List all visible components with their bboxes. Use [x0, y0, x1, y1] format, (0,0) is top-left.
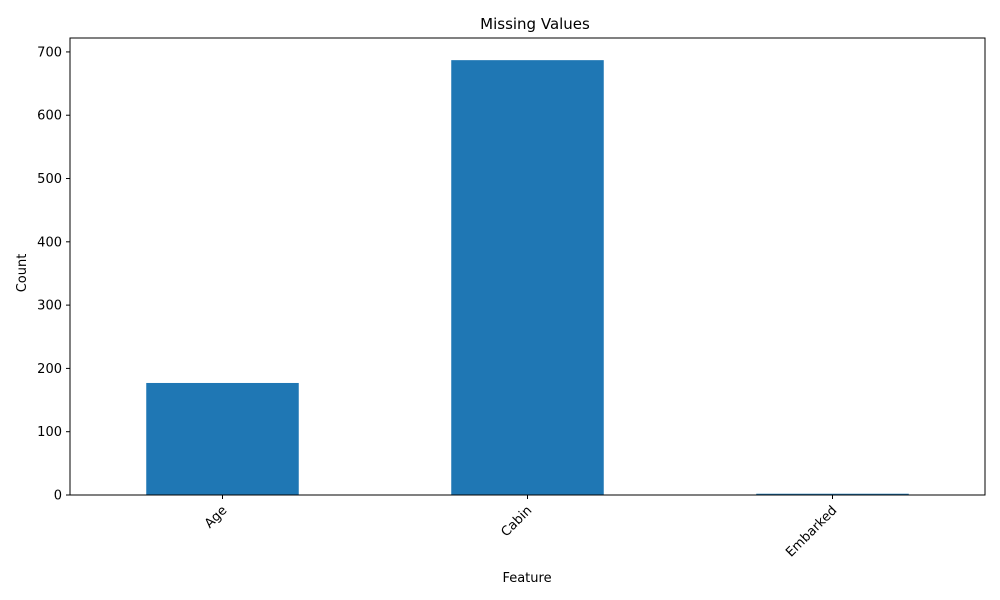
bars-group [146, 60, 909, 496]
bar-age [146, 382, 299, 495]
y-tick-label-0: 0 [54, 489, 62, 504]
bar-cabin [451, 60, 604, 496]
chart-title: Missing Values [480, 15, 590, 33]
y-tick-label-400: 400 [37, 235, 62, 250]
y-ticks-group: 0 100 200 300 400 500 600 700 [37, 45, 70, 504]
y-tick-label-100: 100 [37, 425, 62, 440]
y-tick-label-200: 200 [37, 362, 62, 377]
x-axis-label: Feature [502, 571, 551, 586]
y-axis-label: Count [15, 254, 30, 293]
bar-embarked [756, 493, 909, 495]
y-tick-label-300: 300 [37, 299, 62, 314]
y-tick-label-700: 700 [37, 45, 62, 60]
y-tick-label-500: 500 [37, 172, 62, 187]
y-tick-label-600: 600 [37, 109, 62, 124]
